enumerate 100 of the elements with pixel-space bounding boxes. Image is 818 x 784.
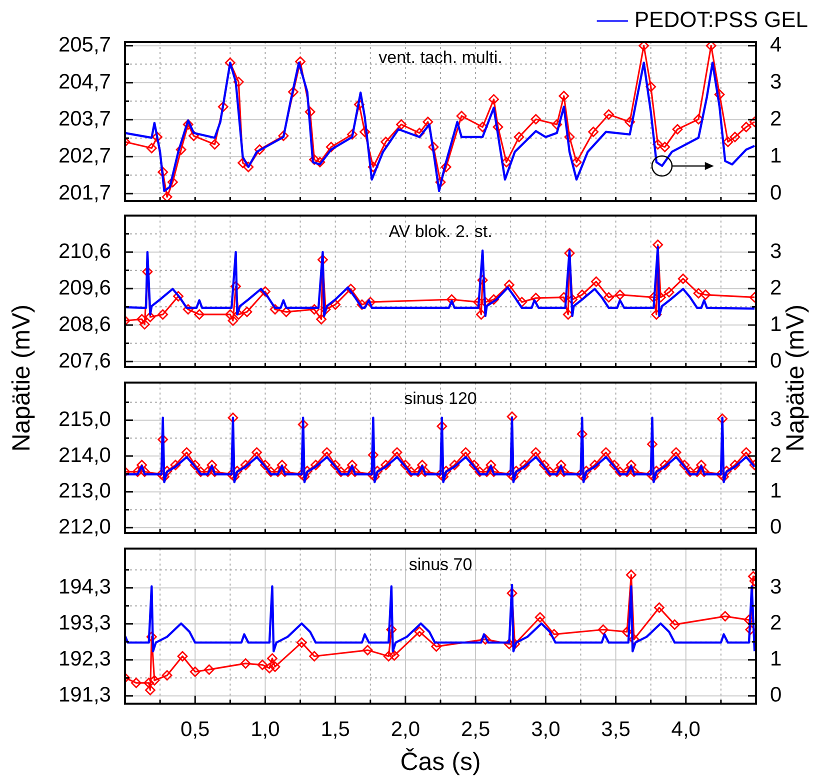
- point: [654, 602, 664, 613]
- y-tick-label: 201,7: [58, 181, 111, 204]
- point: [552, 119, 562, 130]
- point: [270, 304, 280, 315]
- point: [624, 116, 635, 128]
- y-tick-label: 194,3: [58, 576, 111, 599]
- point: [745, 624, 756, 635]
- point: [506, 588, 518, 598]
- point: [488, 294, 499, 305]
- point: [131, 678, 142, 688]
- point: [488, 94, 499, 105]
- point: [706, 42, 716, 51]
- point: [534, 612, 546, 623]
- x-tick-label: 1,0: [250, 718, 280, 742]
- point: [233, 309, 244, 320]
- point: [604, 292, 614, 303]
- x-axis-title: Čas (s): [400, 748, 481, 777]
- point: [288, 86, 298, 98]
- y2-tick-label: 3: [770, 70, 782, 94]
- point: [228, 315, 238, 326]
- point: [730, 132, 740, 142]
- point: [365, 296, 376, 308]
- point: [309, 304, 320, 315]
- y-tick-label: 203,7: [58, 107, 111, 130]
- point: [598, 624, 608, 635]
- point: [316, 314, 327, 324]
- y2-tick-label: 1: [770, 312, 782, 336]
- point: [309, 154, 320, 165]
- y-tick-label: 214,0: [58, 444, 111, 467]
- point: [257, 660, 268, 670]
- point: [177, 651, 188, 662]
- point: [456, 110, 467, 122]
- point: [638, 42, 650, 51]
- y2-tick-label: 2: [770, 612, 782, 635]
- y2-tick-label: 3: [770, 408, 782, 431]
- point: [678, 274, 688, 284]
- point: [162, 192, 172, 201]
- point: [238, 158, 248, 168]
- y-tick-label: 208,6: [58, 312, 111, 336]
- point: [720, 611, 730, 622]
- point: [182, 119, 194, 130]
- point: [383, 651, 394, 662]
- point: [145, 684, 156, 696]
- point: [304, 106, 316, 118]
- y2-tick-label: 3: [770, 576, 782, 599]
- point: [672, 124, 683, 134]
- y2-tick-label: 2: [770, 276, 782, 300]
- y2-tick-label: 1: [770, 144, 782, 168]
- point: [510, 638, 520, 650]
- point: [243, 162, 254, 172]
- point: [604, 109, 614, 120]
- y2-axis-title: Napätie (mV): [782, 304, 810, 452]
- point: [309, 651, 320, 662]
- point: [296, 637, 307, 648]
- point: [162, 670, 172, 681]
- point: [693, 288, 704, 299]
- point: [389, 650, 400, 661]
- x-tick-label: 0,5: [180, 718, 210, 742]
- point: [158, 309, 168, 320]
- point: [188, 130, 199, 142]
- point: [516, 296, 528, 308]
- point: [576, 290, 588, 300]
- y2-tick-label: 1: [770, 648, 782, 671]
- point: [664, 287, 674, 298]
- point: [139, 319, 150, 330]
- point: [740, 122, 752, 132]
- point: [571, 156, 582, 168]
- point: [254, 144, 265, 155]
- x-tick-label: 1,5: [320, 718, 350, 742]
- y2-tick-label: 4: [770, 33, 782, 56]
- point: [190, 666, 200, 677]
- point: [567, 294, 578, 305]
- point: [530, 114, 542, 124]
- point: [414, 626, 425, 637]
- point: [145, 312, 156, 322]
- point: [167, 176, 178, 188]
- y-tick-label: 202,7: [58, 144, 111, 168]
- y2-tick-label: 0: [770, 515, 782, 538]
- point: [295, 56, 306, 67]
- y2-tick-label: 0: [770, 684, 782, 707]
- point: [260, 286, 270, 297]
- point: [362, 644, 373, 656]
- point: [356, 299, 368, 310]
- point: [176, 144, 186, 155]
- point: [281, 306, 292, 318]
- y2-tick-label: 2: [770, 444, 782, 467]
- point: [346, 284, 356, 294]
- point: [652, 240, 664, 250]
- point: [204, 664, 214, 675]
- point: [240, 658, 251, 669]
- point: [476, 309, 486, 320]
- y-tick-label: 207,6: [58, 349, 111, 372]
- point: [278, 130, 289, 142]
- point: [693, 114, 704, 124]
- point: [242, 306, 252, 318]
- point: [330, 299, 341, 310]
- point: [224, 58, 236, 68]
- point: [558, 292, 570, 303]
- legend-label: PEDOT:PSS GEL: [634, 7, 808, 32]
- point: [548, 629, 560, 640]
